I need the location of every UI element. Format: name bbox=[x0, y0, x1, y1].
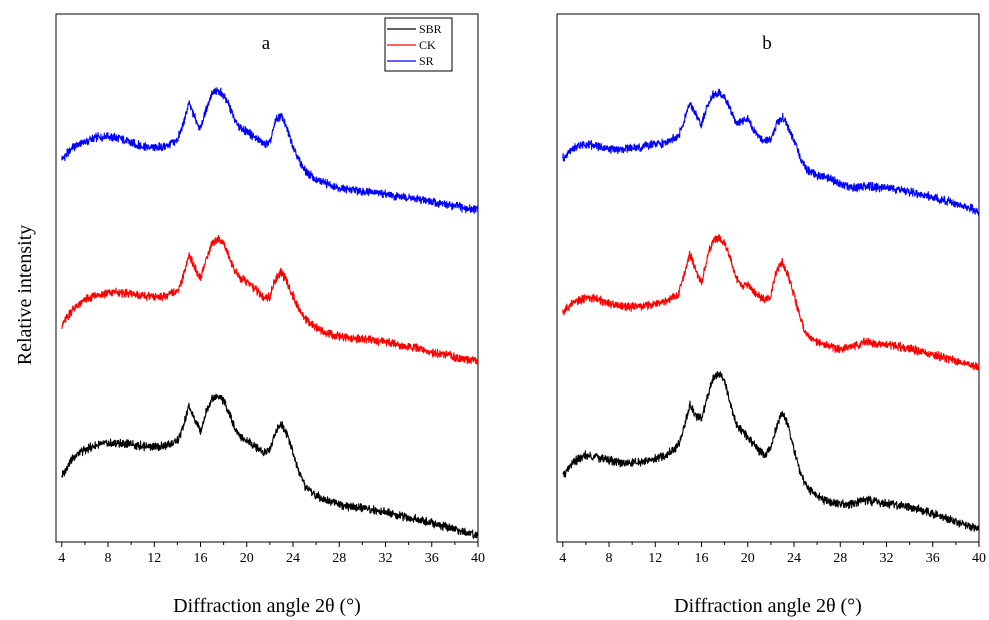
x-tick-label-a: 36 bbox=[425, 551, 439, 566]
x-tick-label-a: 4 bbox=[58, 551, 65, 566]
series-line-sbr-b bbox=[562, 370, 980, 532]
x-tick-label-b: 24 bbox=[787, 551, 801, 566]
plot-frame-b bbox=[556, 13, 980, 543]
x-tick-label-a: 28 bbox=[332, 551, 346, 566]
x-tick-label-a: 20 bbox=[240, 551, 254, 566]
x-tick-label-a: 32 bbox=[379, 551, 393, 566]
series-line-ck-a bbox=[61, 234, 479, 365]
x-tick-label-b: 4 bbox=[559, 551, 566, 566]
x-tick-label-b: 16 bbox=[695, 551, 709, 566]
x-tick-label-b: 32 bbox=[880, 551, 894, 566]
series-line-sr-b bbox=[562, 88, 980, 217]
panel-label-a: a bbox=[262, 33, 271, 54]
x-tick-label-a: 40 bbox=[471, 551, 485, 566]
x-tick-label-b: 28 bbox=[833, 551, 847, 566]
legend-label-sbr: SBR bbox=[419, 22, 442, 36]
x-tick-label-b: 12 bbox=[648, 551, 662, 566]
x-tick-label-b: 20 bbox=[741, 551, 755, 566]
panel-label-b: b bbox=[762, 33, 772, 54]
x-tick-label-a: 16 bbox=[194, 551, 208, 566]
x-tick-label-a: 8 bbox=[105, 551, 112, 566]
x-tick-label-a: 12 bbox=[147, 551, 161, 566]
x-tick-label-b: 40 bbox=[972, 551, 986, 566]
x-tick-label-a: 24 bbox=[286, 551, 300, 566]
x-tick-label-b: 8 bbox=[606, 551, 613, 566]
legend-label-sr: SR bbox=[419, 54, 434, 68]
y-axis-title: Relative intensity bbox=[14, 225, 36, 366]
x-axis-title-a: Diffraction angle 2θ (°) bbox=[173, 595, 361, 617]
plot-frame-a bbox=[55, 13, 479, 543]
series-line-sbr-a bbox=[61, 393, 479, 539]
x-axis-title-b: Diffraction angle 2θ (°) bbox=[674, 595, 862, 617]
series-line-sr-a bbox=[61, 87, 479, 215]
series-line-ck-b bbox=[562, 234, 980, 371]
panel-b: 4 8 12 16 20 24 28 32 36 40 Diffraction angle 2θ (… bbox=[556, 13, 986, 617]
x-tick-label-b: 36 bbox=[926, 551, 940, 566]
panel-a: 4 8 12 16 20 24 28 32 36 40 Diffraction angle 2θ (… bbox=[55, 13, 485, 617]
legend-label-ck: CK bbox=[419, 38, 436, 52]
